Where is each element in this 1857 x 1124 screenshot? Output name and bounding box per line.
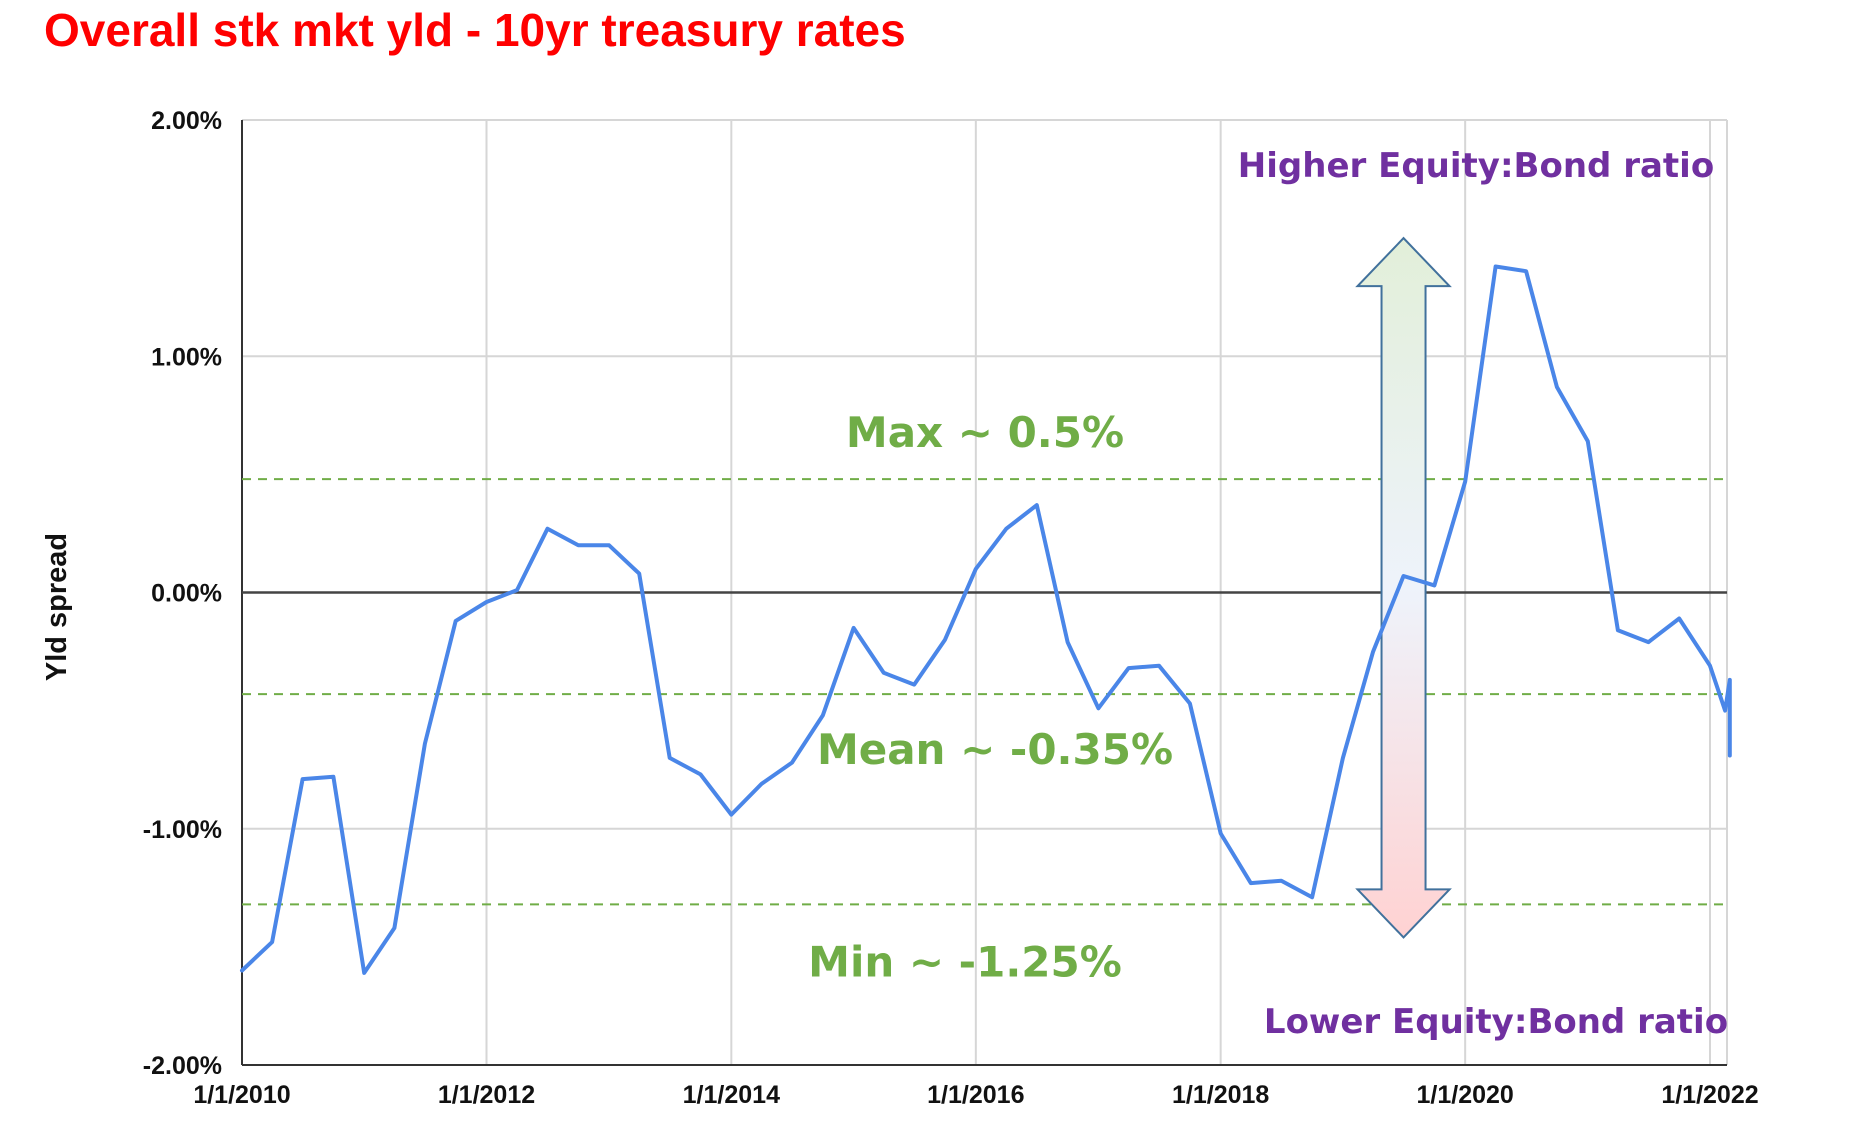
- higher-ratio-label: Higher Equity:Bond ratio: [1238, 146, 1714, 186]
- reference-line-label: Mean ~ -0.35%: [817, 725, 1173, 774]
- y-tick-label: -2.00%: [143, 1052, 222, 1080]
- x-tick-label: 1/1/2020: [1417, 1081, 1514, 1109]
- reference-line-label: Min ~ -1.25%: [808, 937, 1122, 986]
- x-tick-label: 1/1/2012: [438, 1081, 535, 1109]
- equity-bond-arrow: [1355, 236, 1452, 939]
- y-tick-label: -1.00%: [143, 816, 222, 844]
- yield-spread-line: [240, 264, 1732, 975]
- x-tick-label: 1/1/2014: [683, 1081, 780, 1109]
- x-tick-label: 1/1/2016: [927, 1081, 1024, 1109]
- arrow-annotation: [1355, 236, 1452, 939]
- y-tick-labels: 2.00% 1.00% 0.00% -1.00% -2.00%: [143, 107, 222, 1080]
- x-tick-label: 1/1/2022: [1661, 1081, 1758, 1109]
- lower-ratio-label: Lower Equity:Bond ratio: [1264, 1002, 1728, 1042]
- y-tick-label: 2.00%: [151, 107, 222, 135]
- reference-line-label: Max ~ 0.5%: [846, 408, 1124, 457]
- x-tick-labels: 1/1/2010 1/1/2012 1/1/2014 1/1/2016 1/1/2018…: [193, 1081, 1758, 1109]
- y-tick-label: 0.00%: [151, 580, 222, 608]
- reference-lines: Max ~ 0.5% Mean ~ -0.35% Min ~ -1.25%: [242, 408, 1727, 986]
- x-tick-label: 1/1/2018: [1172, 1081, 1269, 1109]
- x-tick-label: 1/1/2010: [193, 1081, 290, 1109]
- y-axis-title: Yld spread: [41, 533, 73, 681]
- series-layer: [240, 264, 1732, 975]
- y-tick-label: 1.00%: [151, 343, 222, 371]
- chart-title: Overall stk mkt yld - 10yr treasury rate…: [44, 4, 906, 56]
